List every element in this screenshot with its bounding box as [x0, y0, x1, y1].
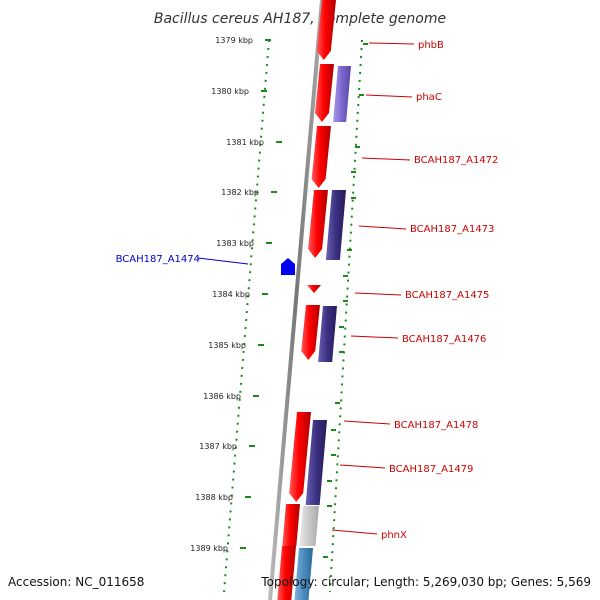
- gene-labels: phbB phaC BCAH187_A1472 BCAH187_A1473 BCAH18…: [116, 40, 499, 541]
- ruler-tick-label: 1387 kbp: [199, 442, 237, 451]
- ruler-tick-label: 1386 kbp: [203, 392, 241, 401]
- map-title: Bacillus cereus AH187, complete genome: [154, 11, 446, 27]
- gene-label[interactable]: BCAH187_A1473: [410, 224, 494, 235]
- gene-features: [277, 0, 351, 600]
- ruler-tick-label: 1389 kbp: [190, 544, 228, 553]
- gene-label[interactable]: phbB: [418, 40, 444, 51]
- gene-leader-line: [368, 42, 415, 45]
- gene-label[interactable]: BCAH187_A1479: [389, 464, 473, 475]
- gene-other: [294, 548, 313, 600]
- gene-label[interactable]: BCAH187_A1476: [402, 334, 486, 345]
- gene-leader-line: [365, 94, 413, 98]
- cds-BCAH187_A1478: [289, 412, 311, 502]
- cds-phbB: [316, 0, 336, 60]
- ruler-tick-label: 1380 kbp: [211, 87, 249, 96]
- gene-label[interactable]: BCAH187_A1475: [405, 290, 489, 301]
- gene-leader-line: [354, 292, 402, 296]
- gene-leader-line: [361, 157, 411, 161]
- accession-text: Accession: NC_011658: [8, 575, 144, 589]
- genome-backbone: [268, 0, 324, 600]
- cds-BCAH187_A1476: [301, 305, 320, 360]
- ruler-tick-label: 1384 kbp: [212, 290, 250, 299]
- gene-BCAH187_A1473-reverse: [325, 190, 346, 260]
- ruler-tick-label: 1383 kbp: [216, 239, 254, 248]
- gene-label[interactable]: BCAH187_A1474: [116, 254, 200, 265]
- ruler-tick-label: 1379 kbp: [215, 36, 253, 45]
- gene-label[interactable]: BCAH187_A1478: [394, 420, 478, 431]
- cds-next: [277, 546, 296, 600]
- gene-leader-line: [331, 529, 378, 535]
- ruler-ticks: 1379 kbp 1380 kbp 1381 kbp 1382 kbp 1383 kbp…: [190, 36, 368, 558]
- ruler-tick-label: 1385 kbp: [208, 341, 246, 350]
- gene-leader-line: [197, 257, 249, 265]
- gene-leader-line: [350, 335, 399, 339]
- gene-label[interactable]: phnX: [381, 530, 407, 541]
- cds-phnX: [282, 504, 300, 546]
- gene-leader-line: [343, 420, 391, 425]
- gene-phaC-reverse: [333, 66, 351, 122]
- ruler-tick-label: 1381 kbp: [226, 138, 264, 147]
- gene-label[interactable]: BCAH187_A1472: [414, 155, 498, 166]
- cds-BCAH187_A1473: [308, 190, 328, 258]
- cds-phaC: [314, 64, 334, 122]
- ruler-outer-line: [223, 39, 270, 593]
- cds-BCAH187_A1475: [307, 285, 321, 293]
- cds-BCAH187_A1474: [281, 258, 295, 275]
- gene-BCAH187_A1476-reverse: [318, 306, 337, 362]
- topology-text: Topology: circular; Length: 5,269,030 bp…: [260, 575, 591, 589]
- gene-pseudo: [299, 506, 319, 546]
- gene-leader-line: [358, 225, 407, 230]
- ruler-tick-label: 1388 kbp: [195, 493, 233, 502]
- gene-label[interactable]: phaC: [416, 92, 442, 103]
- cds-BCAH187_A1472: [311, 126, 331, 188]
- gene-leader-line: [339, 464, 386, 469]
- gene-BCAH187_A1479-reverse: [305, 420, 327, 505]
- ruler-tick-label: 1382 kbp: [221, 188, 259, 197]
